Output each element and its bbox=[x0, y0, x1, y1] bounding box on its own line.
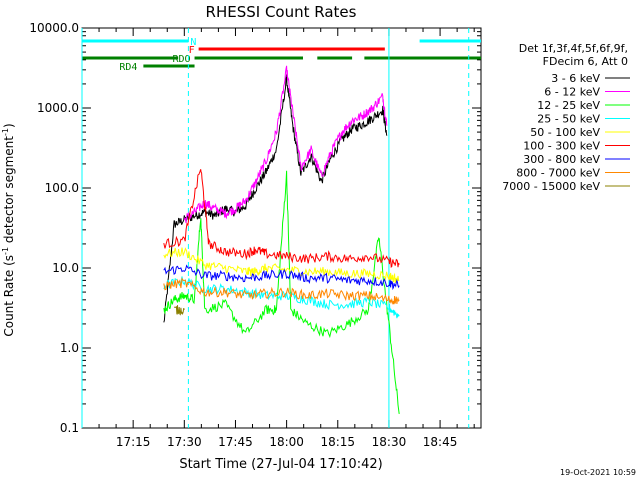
x-tick-label: 18:00 bbox=[269, 435, 304, 449]
y-axis-label-end: ) bbox=[2, 123, 16, 128]
series-line bbox=[163, 170, 400, 414]
vertical-markers bbox=[81, 28, 470, 428]
x-tick-label: 18:30 bbox=[372, 435, 407, 449]
series-line bbox=[163, 264, 400, 291]
y-axis-label-main: Count Rate (s bbox=[2, 255, 16, 337]
y-axis-label-sup2: -1 bbox=[1, 128, 10, 136]
legend-entry-label: 12 - 25 keV bbox=[537, 99, 600, 112]
legend-header-line: Det 1f,3f,4f,5f,6f,9f, bbox=[519, 42, 628, 55]
y-tick-label: 10.0 bbox=[52, 261, 79, 275]
legend-entry-label: 7000 - 15000 keV bbox=[502, 180, 600, 193]
x-tick-label: 18:45 bbox=[423, 435, 458, 449]
legend-entry-label: 300 - 800 keV bbox=[523, 153, 600, 166]
legend-entry-label: 3 - 6 keV bbox=[551, 72, 600, 85]
y-axis-label-sup1: -1 bbox=[1, 247, 10, 255]
legend: Det 1f,3f,4f,5f,6f,9f,FDecim 6, Att 0 3 -… bbox=[502, 42, 630, 193]
legend-entry-label: 800 - 7000 keV bbox=[516, 167, 600, 180]
x-tick-label: 17:30 bbox=[167, 435, 202, 449]
y-axis-label-mid: detector segment bbox=[2, 136, 16, 247]
timestamp: 19-Oct-2021 10:59 bbox=[560, 468, 636, 477]
y-tick-label: 1000.0 bbox=[37, 101, 79, 115]
status-bar-label: N bbox=[190, 37, 196, 48]
series-line bbox=[163, 277, 400, 305]
y-tick-label: 100.0 bbox=[45, 181, 79, 195]
legend-entry-label: 6 - 12 keV bbox=[544, 86, 600, 99]
series-line bbox=[183, 65, 388, 224]
series-line bbox=[163, 74, 388, 323]
x-axis-label: Start Time (27-Jul-04 17:10:42) bbox=[179, 457, 382, 472]
status-bar-label: F bbox=[189, 45, 195, 56]
y-tick-label: 1.0 bbox=[60, 341, 79, 355]
chart-title: RHESSI Count Rates bbox=[206, 3, 357, 21]
plot-axes: 17:15 17:30 17:45 18:00 18:15 18:30 18:45 0.1 1.… bbox=[29, 21, 482, 449]
x-tick-label: 17:45 bbox=[218, 435, 253, 449]
series-line bbox=[174, 305, 185, 316]
legend-entry-label: 25 - 50 keV bbox=[537, 113, 600, 126]
status-bar-label: RDO bbox=[172, 54, 190, 65]
x-tick-label: 17:15 bbox=[116, 435, 151, 449]
series-line bbox=[163, 169, 400, 269]
series-line bbox=[163, 247, 400, 284]
legend-entry-label: 50 - 100 keV bbox=[530, 126, 600, 139]
series-lines bbox=[163, 65, 400, 414]
y-tick-label: 10000.0 bbox=[29, 21, 79, 35]
y-axis-label: Count Rate (s-1 detector segment-1) bbox=[1, 123, 16, 336]
legend-entry-label: 100 - 300 keV bbox=[523, 140, 600, 153]
y-tick-label: 0.1 bbox=[60, 421, 79, 435]
status-bar-label: RD4 bbox=[119, 62, 137, 73]
plot-frame bbox=[81, 27, 482, 429]
x-tick-label: 18:15 bbox=[320, 435, 355, 449]
legend-header-line: FDecim 6, Att 0 bbox=[543, 55, 628, 68]
